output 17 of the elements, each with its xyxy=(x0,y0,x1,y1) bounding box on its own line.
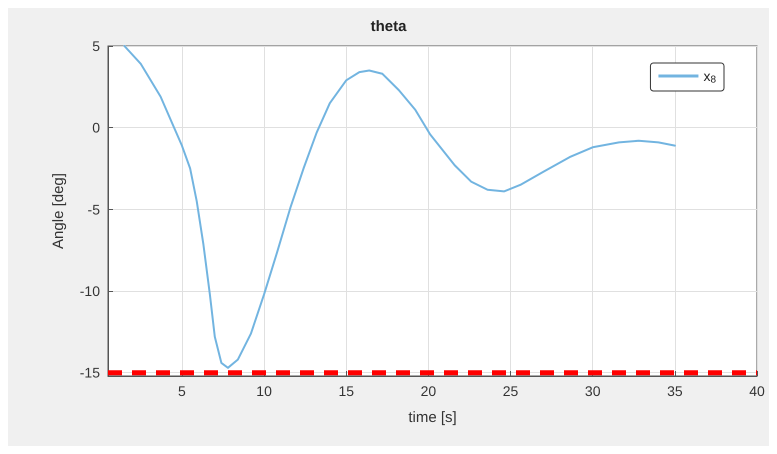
y-tick-label: 0 xyxy=(92,120,100,136)
x-tick-label: 15 xyxy=(338,383,354,399)
x-tick-label: 30 xyxy=(584,383,601,399)
line-series xyxy=(123,45,676,369)
y-tick-label: -10 xyxy=(80,283,100,300)
chart-title: theta xyxy=(370,18,408,35)
x-tick-label: 25 xyxy=(502,383,519,399)
x-tick-label: 40 xyxy=(749,383,765,399)
y-axis-title: Angle [deg] xyxy=(50,173,67,249)
x-tick-label: 20 xyxy=(420,383,436,399)
x-tick-label: 5 xyxy=(178,383,186,399)
y-tick-label: -5 xyxy=(88,201,100,218)
y-tick-label: -15 xyxy=(80,364,100,381)
x-tick-label: 10 xyxy=(256,383,272,399)
x-tick-label: 35 xyxy=(667,383,683,399)
x-axis-title: time [s] xyxy=(408,409,457,426)
y-tick-label: 5 xyxy=(92,38,100,54)
